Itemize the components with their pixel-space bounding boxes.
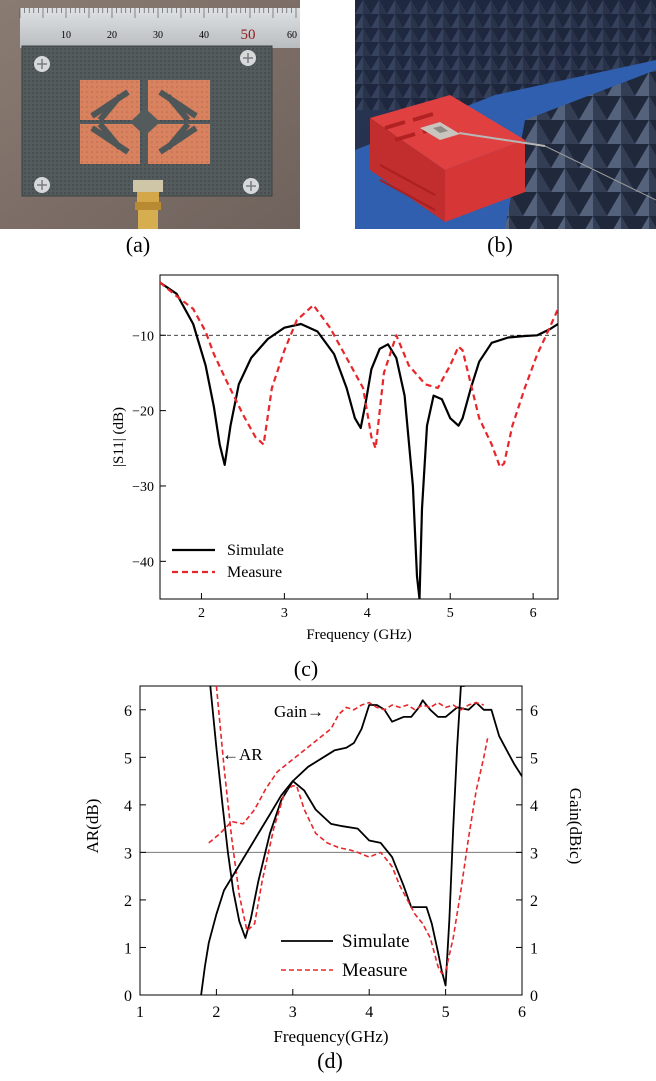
y-axis-left-label: AR(dB)	[83, 799, 102, 854]
caption-c: (c)	[293, 656, 319, 681]
x-tick-label: 2	[198, 606, 205, 621]
y-tick-label-left: 0	[124, 988, 132, 1005]
absorber-cone-icon	[505, 70, 656, 229]
y-axis-label: |S11| (dB)	[111, 407, 127, 467]
plot-frame	[139, 685, 523, 996]
y-tick-label-left: 1	[124, 940, 132, 957]
screw-icon	[243, 178, 259, 194]
x-tick-label: 1	[136, 1004, 144, 1021]
legend-label-simulate: Simulate	[342, 931, 410, 952]
plot-frame	[159, 274, 559, 600]
y-tick-label: −30	[132, 480, 154, 495]
y-tick-label-left: 4	[124, 798, 132, 815]
ruler: 10 20 30 40 50 60	[19, 8, 300, 48]
x-tick-label: 5	[442, 1004, 450, 1021]
legend-label-measure: Measure	[227, 564, 282, 581]
y-tick-label-left: 2	[124, 893, 132, 910]
y-tick-label-right: 1	[530, 940, 538, 957]
screw-icon	[34, 56, 50, 72]
x-tick-label: 4	[364, 606, 371, 621]
x-tick-label: 6	[518, 1004, 526, 1021]
ruler-label: 30	[153, 30, 163, 41]
y-axis-right-label: Gain(dBic)	[566, 788, 585, 864]
caption-d: (d)	[317, 1048, 343, 1073]
series-line-measure	[160, 281, 558, 469]
series-line-ar-simulate	[209, 686, 465, 987]
y-tick-label-right: 0	[530, 988, 538, 1005]
y-tick-label-right: 6	[530, 703, 538, 720]
x-axis-label: Frequency(GHz)	[273, 1027, 388, 1046]
legend-label-simulate: Simulate	[227, 542, 284, 559]
annotation-ar: ←AR	[222, 745, 263, 764]
y-tick-label: −40	[132, 555, 154, 570]
x-tick-label: 3	[281, 606, 288, 621]
caption-a: (a)	[125, 232, 151, 257]
ruler-label: 20	[107, 30, 117, 41]
y-tick-label-right: 4	[530, 798, 538, 815]
s11-chart: 2 3 4 5 6 −40 −30 −20 −10 Frequency (GHz) |S11| …	[111, 274, 559, 643]
ruler-label: 50	[241, 27, 256, 43]
annotation-gain: Gain→	[274, 702, 324, 721]
y-tick-label-left: 3	[124, 845, 132, 862]
y-tick-label: −20	[132, 405, 154, 420]
ruler-label: 10	[61, 30, 71, 41]
x-tick-label: 5	[447, 606, 454, 621]
series-line-simulate	[160, 281, 558, 599]
ruler-label: 40	[199, 30, 209, 41]
legend-label-measure: Measure	[342, 960, 407, 981]
y-tick-label-left: 6	[124, 703, 132, 720]
y-tick-label-right: 3	[530, 845, 538, 862]
photo-antenna-prototype: 10 20 30 40 50 60	[0, 0, 300, 229]
sma-connector-icon	[133, 180, 163, 229]
x-axis-label: Frequency (GHz)	[306, 627, 411, 643]
x-tick-label: 4	[365, 1004, 373, 1021]
x-tick-label: 6	[530, 606, 537, 621]
y-tick-label-left: 5	[124, 750, 132, 767]
legend: Simulate Measure	[172, 542, 284, 581]
ar-gain-chart: 1 2 3 4 5 60 01 12 23 34 45 56 6 Frequency(GHz) AR(d…	[83, 685, 585, 1046]
radiating-patch	[80, 80, 210, 164]
ruler-label: 60	[287, 30, 297, 41]
screw-icon	[240, 50, 256, 66]
x-tick-label: 3	[289, 1004, 297, 1021]
photo-anechoic-chamber	[355, 0, 656, 229]
antenna-under-test	[420, 122, 656, 201]
antenna-photo-graphic: 10 20 30 40 50 60	[0, 0, 300, 229]
y-tick-label: −10	[132, 329, 154, 344]
y-tick-label-right: 5	[530, 750, 538, 767]
series-line-ar-measure	[215, 686, 489, 975]
x-tick-label: 2	[212, 1004, 220, 1021]
screw-icon	[34, 177, 50, 193]
chamber-photo-graphic	[355, 0, 656, 229]
series-line-gain-measure	[208, 701, 485, 844]
y-tick-label-right: 2	[530, 893, 538, 910]
caption-b: (b)	[487, 232, 513, 257]
legend: Simulate Measure	[281, 931, 410, 981]
